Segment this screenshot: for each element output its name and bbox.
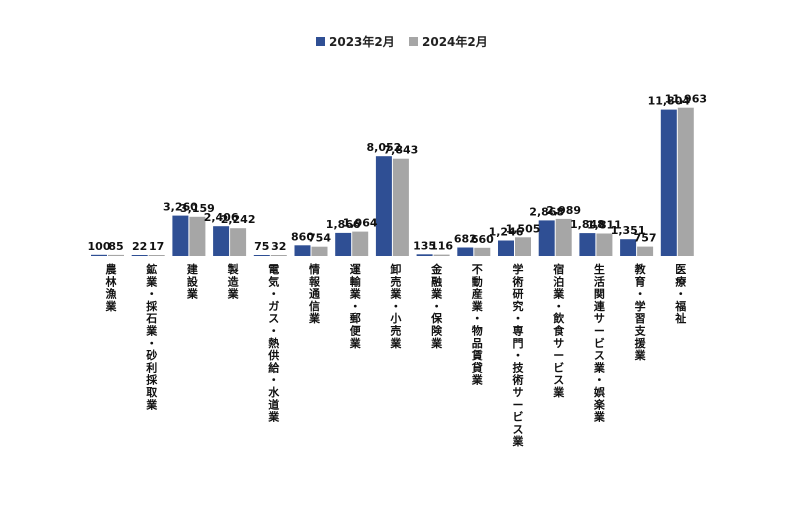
bar-2024-0 bbox=[108, 254, 124, 256]
value-label-2023-13: 1,351 bbox=[611, 224, 646, 237]
value-label-2024-14: 11,963 bbox=[665, 93, 707, 106]
bars-group bbox=[91, 107, 694, 256]
value-label-2024-8: 116 bbox=[430, 240, 453, 253]
value-label-2023-3: 2,406 bbox=[204, 211, 239, 224]
category-label-14: 医療・福祉 bbox=[674, 263, 687, 325]
bar-2024-2 bbox=[189, 216, 206, 256]
bar-2024-13 bbox=[637, 246, 654, 256]
bar-2024-12 bbox=[596, 233, 613, 256]
value-label-2023-0: 100 bbox=[88, 240, 111, 253]
bar-2024-5 bbox=[311, 246, 328, 256]
bar-2023-9 bbox=[457, 247, 474, 256]
bar-2024-6 bbox=[352, 231, 369, 256]
category-label-5: 情報通信業 bbox=[308, 262, 321, 325]
bar-2024-3 bbox=[230, 228, 247, 256]
category-label-7: 卸売業・小売業 bbox=[389, 262, 402, 350]
legend-swatch-2023 bbox=[316, 37, 325, 46]
category-label-3: 製造業 bbox=[227, 262, 240, 301]
category-label-1: 鉱業・採石業・砂利採取業 bbox=[145, 262, 158, 411]
bar-2024-11 bbox=[555, 218, 572, 256]
bar-2023-3 bbox=[213, 226, 230, 256]
bar-2023-10 bbox=[498, 240, 514, 256]
bar-2024-10 bbox=[515, 237, 531, 256]
legend-label-2024: 2024年2月 bbox=[422, 34, 488, 49]
value-label-2024-3: 2,242 bbox=[221, 213, 256, 226]
bar-2023-2 bbox=[172, 215, 189, 256]
bar-2024-1 bbox=[148, 255, 165, 256]
legend: 2023年2月 2024年2月 bbox=[316, 34, 488, 49]
bar-2023-1 bbox=[131, 255, 148, 256]
value-label-2023-8: 135 bbox=[413, 239, 436, 252]
value-label-2024-12: 1,811 bbox=[587, 219, 622, 232]
category-label-10: 学術研究・専門・技術サービス業 bbox=[512, 262, 525, 448]
value-label-2023-2: 3,260 bbox=[163, 201, 198, 214]
category-label-11: 宿泊業・飲食サービス業 bbox=[552, 262, 565, 399]
category-label-0: 農林漁業 bbox=[105, 262, 118, 313]
category-label-9: 不動産業・物品賃貸業 bbox=[471, 263, 484, 387]
category-label-13: 教育・学習支援業 bbox=[634, 262, 647, 362]
value-label-2023-9: 682 bbox=[454, 233, 477, 246]
category-label-12: 生活関連サービス業・娯楽業 bbox=[593, 262, 606, 424]
value-label-2024-9: 660 bbox=[471, 233, 494, 246]
bar-2023-5 bbox=[294, 245, 311, 256]
value-label-2024-4: 32 bbox=[271, 240, 286, 253]
legend-label-2023: 2023年2月 bbox=[329, 34, 395, 49]
bar-2023-7 bbox=[375, 156, 392, 256]
bar-2023-14 bbox=[660, 109, 677, 256]
value-label-2023-5: 860 bbox=[291, 230, 314, 243]
value-label-2023-10: 1,246 bbox=[489, 226, 524, 239]
bar-2024-7 bbox=[392, 158, 409, 256]
bar-2024-9 bbox=[474, 247, 491, 256]
value-label-2024-7: 7,843 bbox=[384, 144, 419, 157]
value-label-2024-10: 1,505 bbox=[506, 222, 541, 235]
value-label-2024-13: 757 bbox=[634, 232, 657, 245]
value-label-2023-4: 75 bbox=[254, 240, 269, 253]
value-label-2024-0: 85 bbox=[108, 240, 123, 253]
value-label-2024-1: 17 bbox=[149, 240, 164, 253]
legend-swatch-2024 bbox=[409, 37, 418, 46]
value-label-2023-7: 8,052 bbox=[367, 141, 402, 154]
bar-2024-8 bbox=[433, 254, 450, 256]
bar-2024-14 bbox=[677, 107, 694, 256]
category-label-8: 金融業・保険業 bbox=[430, 262, 443, 350]
value-label-2023-14: 11,804 bbox=[648, 95, 691, 108]
bar-2024-4 bbox=[270, 255, 287, 256]
value-label-2024-11: 2,989 bbox=[546, 204, 581, 217]
value-label-2023-11: 2,868 bbox=[529, 205, 564, 218]
value-label-2024-2: 3,159 bbox=[180, 202, 215, 215]
category-labels-group: 農林漁業 鉱業・採石業・砂利採取業 建設業 製造業 電気・ガス・熱供給・水道業 情報通信業… bbox=[105, 262, 688, 448]
value-label-2023-1: 22 bbox=[132, 240, 147, 253]
bar-2023-0 bbox=[91, 254, 107, 256]
bar-2023-6 bbox=[335, 232, 352, 256]
value-label-2024-6: 1,964 bbox=[343, 217, 378, 230]
bar-2023-12 bbox=[579, 233, 596, 256]
category-label-6: 運輸業・郵便業 bbox=[349, 263, 362, 350]
bar-2023-11 bbox=[538, 220, 555, 256]
value-label-2024-5: 754 bbox=[308, 232, 331, 245]
value-label-2023-12: 1,848 bbox=[570, 218, 605, 231]
category-label-2: 建設業 bbox=[186, 262, 199, 301]
bar-2023-4 bbox=[253, 255, 270, 256]
bar-2023-13 bbox=[620, 239, 637, 256]
bar-2023-8 bbox=[416, 254, 433, 256]
category-label-4: 電気・ガス・熱供給・水道業 bbox=[267, 263, 280, 424]
value-label-2023-6: 1,866 bbox=[326, 218, 361, 231]
